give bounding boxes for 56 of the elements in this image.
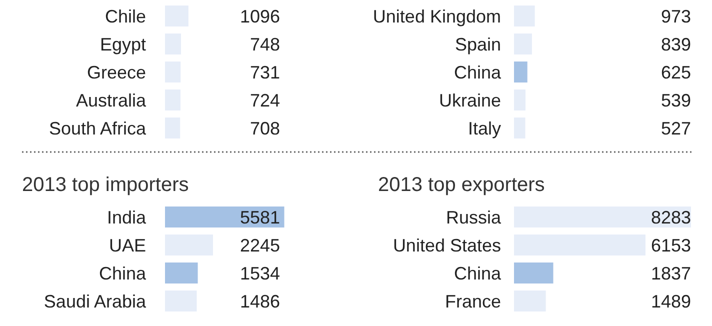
y-tick-label: South Africa	[48, 118, 147, 138]
bar	[514, 118, 526, 138]
data-label: 839	[660, 34, 691, 54]
bar	[165, 290, 197, 312]
y-tick-label: Greece	[86, 62, 146, 82]
bar	[165, 34, 181, 54]
bar	[514, 34, 532, 54]
bar	[165, 118, 180, 138]
chart-title: 2013 top exporters	[378, 174, 545, 196]
bar	[165, 62, 181, 82]
data-label: 539	[660, 90, 691, 110]
y-tick-label: United States	[392, 235, 501, 256]
data-label: 527	[660, 118, 691, 138]
data-label: 625	[660, 62, 691, 82]
data-label: 731	[250, 62, 280, 82]
y-tick-label: Spain	[454, 34, 501, 54]
y-tick-label: China	[98, 263, 147, 284]
data-label: 1534	[240, 263, 280, 284]
bar	[514, 262, 554, 284]
chart-title: 2013 top importers	[22, 174, 189, 196]
data-label: 973	[660, 6, 691, 26]
data-label: 2245	[240, 235, 280, 256]
data-label: 5581	[240, 207, 280, 228]
y-tick-label: France	[444, 291, 501, 312]
bar	[514, 206, 691, 228]
bar	[165, 6, 188, 26]
bar	[165, 262, 198, 284]
data-label: 1489	[650, 291, 691, 312]
bar	[165, 234, 213, 256]
data-label: 6153	[650, 235, 691, 256]
bar	[165, 206, 284, 228]
data-label: 8283	[650, 207, 691, 228]
data-label: 1096	[240, 6, 280, 26]
y-tick-label: United Kingdom	[372, 6, 501, 26]
data-label: 1486	[240, 291, 280, 312]
data-label: 748	[250, 34, 280, 54]
bar	[514, 62, 528, 82]
data-label: 708	[250, 118, 280, 138]
y-tick-label: UAE	[108, 235, 146, 256]
y-tick-label: Egypt	[100, 34, 146, 54]
bar	[514, 90, 526, 110]
bar	[514, 234, 646, 256]
y-tick-label: China	[454, 263, 502, 284]
y-tick-label: Australia	[76, 90, 147, 110]
y-tick-label: Russia	[446, 207, 502, 228]
data-label: 1837	[650, 263, 691, 284]
bar	[514, 6, 535, 26]
y-tick-label: China	[454, 62, 502, 82]
bar	[165, 90, 180, 110]
bar	[514, 290, 546, 312]
data-label: 724	[250, 90, 280, 110]
y-tick-label: India	[106, 207, 147, 228]
y-tick-label: Saudi Arabia	[44, 291, 147, 312]
y-tick-label: Ukraine	[438, 90, 501, 110]
y-tick-label: Italy	[468, 118, 501, 138]
y-tick-label: Chile	[104, 6, 146, 26]
